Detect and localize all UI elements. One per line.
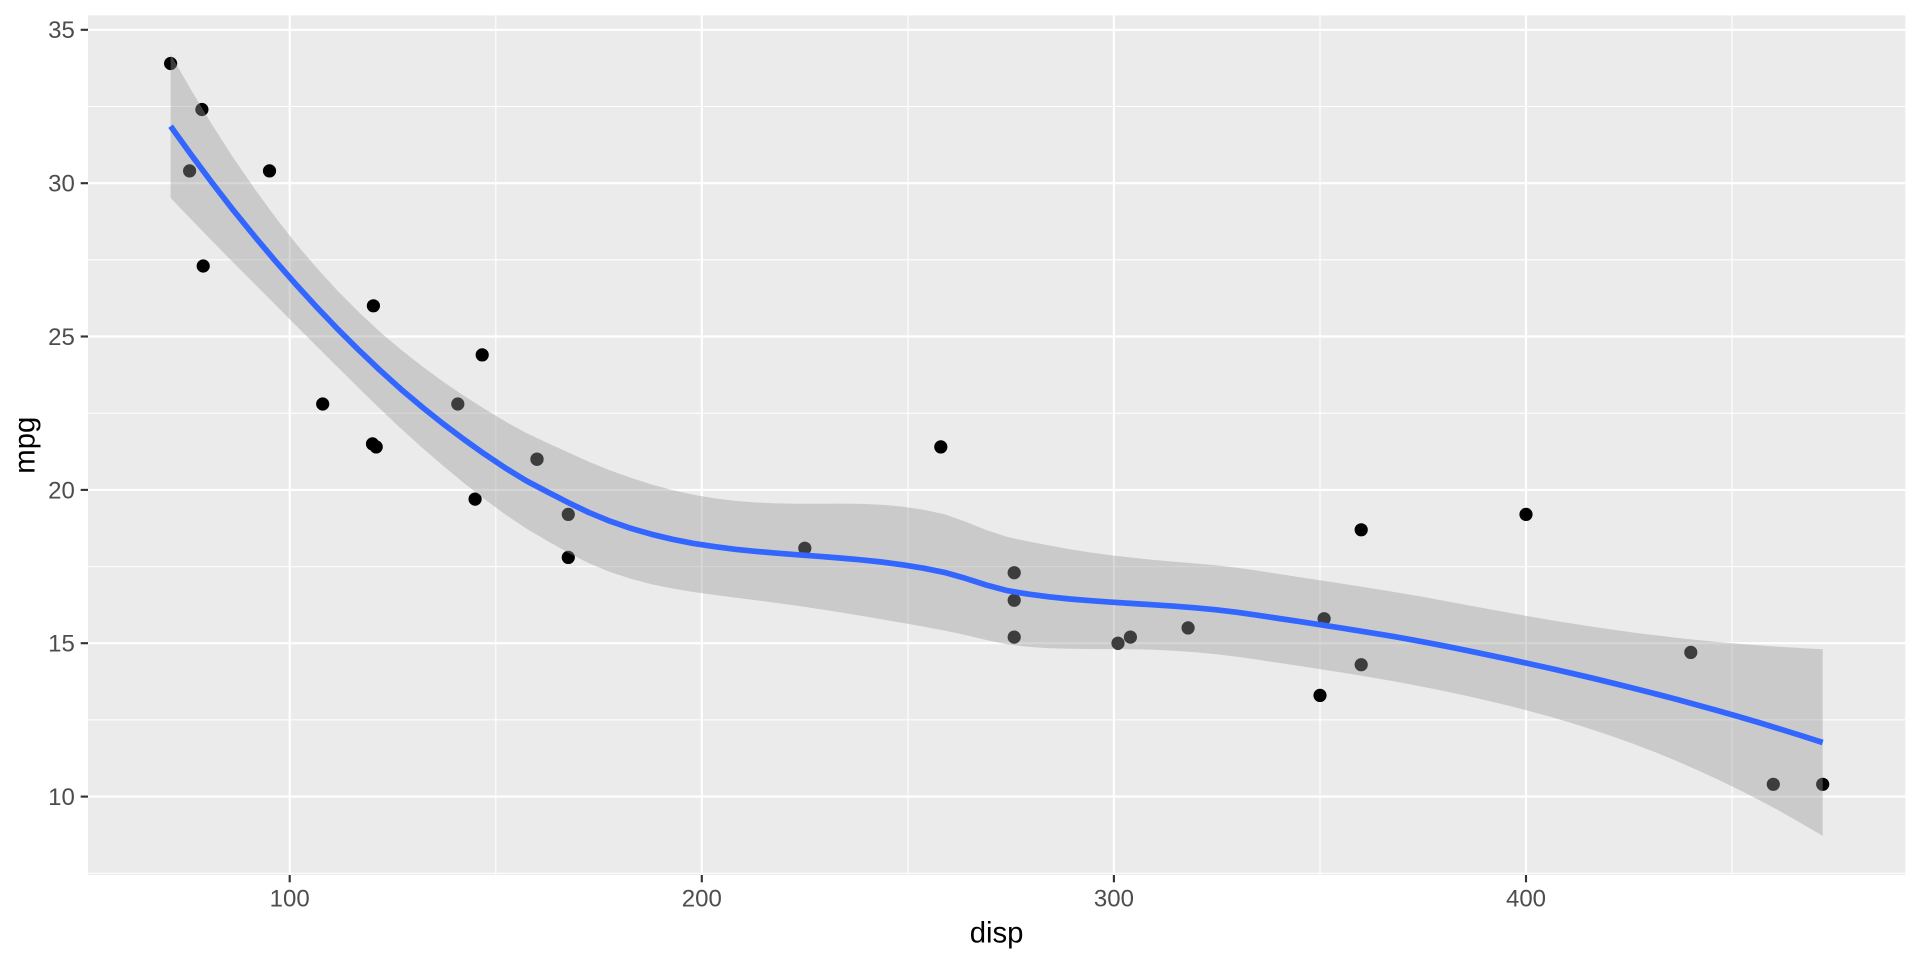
svg-text:300: 300 [1094, 886, 1134, 913]
svg-text:disp: disp [970, 917, 1024, 950]
svg-text:15: 15 [48, 631, 75, 658]
svg-text:mpg: mpg [9, 417, 42, 474]
svg-text:100: 100 [270, 886, 310, 913]
svg-text:30: 30 [48, 171, 75, 198]
svg-text:25: 25 [48, 324, 75, 351]
svg-text:200: 200 [682, 886, 722, 913]
svg-text:10: 10 [48, 784, 75, 811]
svg-text:35: 35 [48, 17, 75, 44]
svg-text:400: 400 [1506, 886, 1546, 913]
svg-text:20: 20 [48, 477, 75, 504]
